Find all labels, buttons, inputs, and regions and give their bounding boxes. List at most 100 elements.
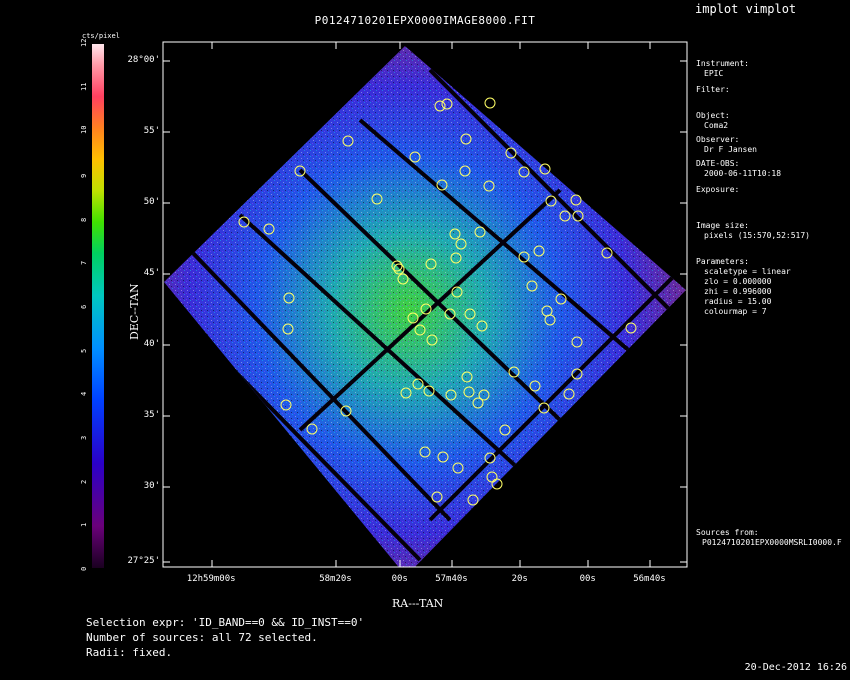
y-tick-label: 35' <box>143 410 160 420</box>
source-circle <box>423 385 435 397</box>
plot-frame <box>162 41 688 568</box>
source-circle <box>441 98 453 110</box>
source-circle <box>539 163 551 175</box>
source-circle <box>461 371 473 383</box>
source-circle <box>391 260 403 272</box>
source-circle <box>445 389 457 401</box>
observer-value: Dr F Jansen <box>704 145 757 154</box>
y-tick-label: 27°25' <box>127 556 160 566</box>
source-circle <box>491 478 503 490</box>
chip-gap <box>428 68 686 332</box>
param-zhi: zhi = 0.996000 <box>704 287 772 296</box>
param-scaletype: scaletype = linear <box>704 267 791 276</box>
object-label: Object: <box>696 111 730 120</box>
source-circle <box>571 368 583 380</box>
footer: Selection expr: 'ID_BAND==0 && ID_INST==… <box>86 615 364 660</box>
app-title: implot vimplot <box>695 2 797 16</box>
source-circle <box>472 397 484 409</box>
source-circle <box>450 252 462 264</box>
source-circle <box>282 323 294 335</box>
source-circle <box>412 378 424 390</box>
chip-gap <box>428 258 686 522</box>
instrument-value: EPIC <box>704 69 724 78</box>
y-tick-label: 30' <box>143 481 160 491</box>
chip-gap <box>298 188 562 432</box>
param-radius: radius = 15.00 <box>704 297 772 306</box>
source-circle <box>483 180 495 192</box>
timestamp: 20-Dec-2012 16:26 <box>744 662 847 673</box>
source-circle <box>452 462 464 474</box>
source-circle <box>436 179 448 191</box>
date-obs-value: 2000-06-11T10:18 <box>704 169 782 178</box>
source-count: Number of sources: all 72 selected. <box>86 631 318 644</box>
source-circle <box>476 320 488 332</box>
source-circle <box>420 303 432 315</box>
source-circle <box>484 452 496 464</box>
chip-gap <box>188 248 452 522</box>
source-circle <box>464 308 476 320</box>
x-axis-title: RA---TAN <box>392 597 444 610</box>
source-circle <box>563 388 575 400</box>
radii-info: Radii: fixed. <box>86 646 173 659</box>
image-area <box>164 46 686 567</box>
source-circle <box>414 324 426 336</box>
chip-gap <box>298 168 562 422</box>
colorbar <box>92 44 104 568</box>
y-tick-label: 45' <box>143 268 160 278</box>
image-title: P0124710201EPX0000IMAGE8000.FIT <box>314 14 536 27</box>
source-circle <box>484 97 496 109</box>
source-circle <box>371 193 383 205</box>
source-circle <box>474 226 486 238</box>
x-tick-label: 12h59m00s <box>186 574 236 584</box>
source-circle <box>425 258 437 270</box>
filter-label: Filter: <box>696 85 730 94</box>
source-circle <box>459 165 471 177</box>
x-tick-label: 20s <box>511 574 528 584</box>
instrument-label: Instrument: <box>696 59 749 68</box>
source-circle <box>437 451 449 463</box>
source-circle <box>280 399 292 411</box>
image-size-value: pixels (15:570,52:517) <box>704 231 810 240</box>
chip-gap <box>238 213 522 472</box>
sources-info: Sources from: P0124710201EPX0000MSRLI000… <box>696 528 842 548</box>
source-circle <box>526 280 538 292</box>
x-tick-label: 56m40s <box>633 574 666 584</box>
source-circle <box>559 210 571 222</box>
source-circle <box>518 251 530 263</box>
source-circle <box>340 405 352 417</box>
param-colourmap: colourmap = 7 <box>704 307 767 316</box>
date-obs-label: DATE-OBS: <box>696 159 740 168</box>
param-zlo: zlo = 0.000000 <box>704 277 772 286</box>
source-circle <box>294 165 306 177</box>
source-circle <box>601 247 613 259</box>
source-circle <box>283 292 295 304</box>
info-panel: Instrument: EPIC Filter: Object: Coma2 O… <box>696 59 810 317</box>
source-circle <box>409 151 421 163</box>
source-circle <box>571 336 583 348</box>
source-circle <box>400 387 412 399</box>
x-tick-label: 58m20s <box>319 574 352 584</box>
y-axis-title: DEC--TAN <box>128 283 141 340</box>
source-circle <box>431 491 443 503</box>
source-circle <box>505 147 517 159</box>
source-circle <box>538 402 550 414</box>
y-tick-label: 55' <box>143 126 160 136</box>
y-tick-label: 50' <box>143 197 160 207</box>
source-circle <box>342 135 354 147</box>
source-circle <box>545 195 557 207</box>
source-circle <box>518 166 530 178</box>
chip-gap <box>358 118 642 362</box>
source-circle <box>544 314 556 326</box>
image-size-label: Image size: <box>696 221 749 230</box>
y-tick-label: 28°00' <box>127 55 160 65</box>
parameters-label: Parameters: <box>696 257 749 266</box>
selection-expr: Selection expr: 'ID_BAND==0 && ID_INST==… <box>86 616 365 629</box>
source-circle <box>460 133 472 145</box>
source-circle <box>393 263 405 275</box>
source-circle <box>263 223 275 235</box>
source-circle <box>463 386 475 398</box>
source-circle <box>529 380 541 392</box>
source-circle <box>397 273 409 285</box>
source-circle <box>555 293 567 305</box>
source-circle <box>306 423 318 435</box>
